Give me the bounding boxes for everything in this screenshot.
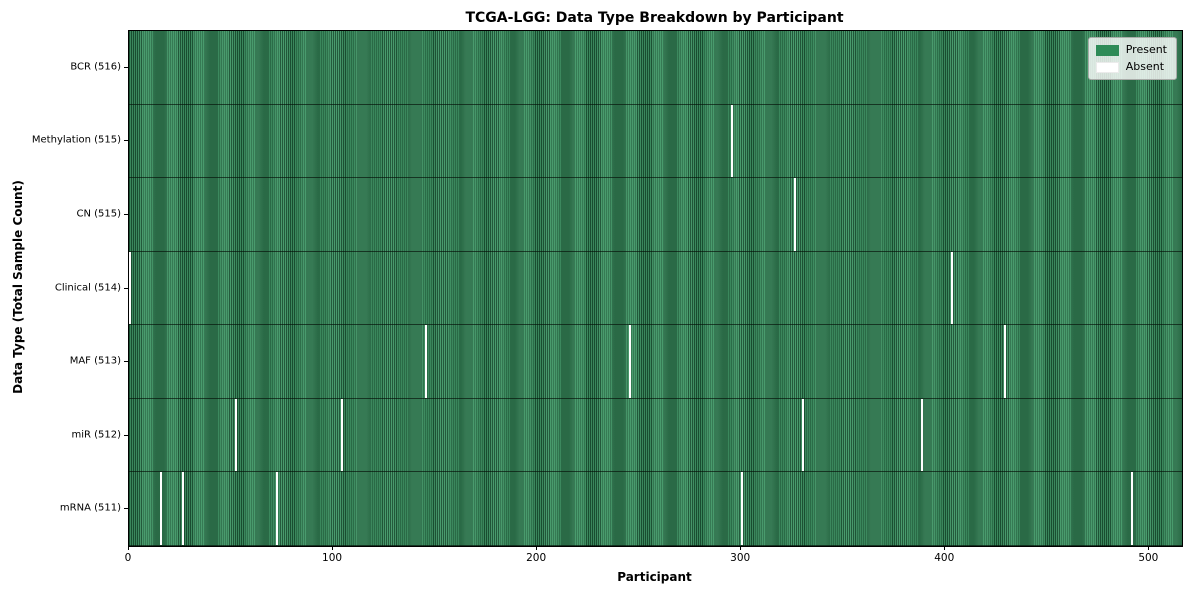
absent-mark [182, 472, 185, 546]
y-tick-label-methylation: Methylation (515) [31, 134, 121, 146]
absent-mark [341, 398, 344, 472]
heatmap-row-bcr [129, 31, 1182, 105]
y-tick-mark [124, 213, 128, 215]
y-tick-label-mir: miR (512) [71, 429, 121, 441]
x-tick-mark [332, 546, 334, 550]
absent-mark [741, 472, 744, 546]
absent-mark [802, 398, 805, 472]
x-tick-mark [944, 546, 946, 550]
x-tick-label-400: 400 [934, 552, 955, 564]
y-axis-tick-labels: BCR (516) Methylation (515) CN (515) Clinic… [0, 30, 121, 545]
absent-mark [235, 398, 238, 472]
legend-absent-label: Absent [1125, 60, 1165, 73]
x-tick-label-200: 200 [526, 552, 547, 564]
plot-area: Present Absent [128, 30, 1183, 547]
heatmap-row-mrna [129, 472, 1182, 547]
y-tick-mark [124, 508, 128, 510]
y-tick-label-cn: CN (515) [76, 208, 121, 220]
x-axis-ticks: 0 100 200 300 400 500 [124, 545, 1181, 575]
heatmap-row-methylation [129, 104, 1182, 179]
legend-item-absent: Absent [1095, 60, 1167, 73]
y-tick-label-mrna: mRNA (511) [59, 502, 121, 514]
legend-present-label: Present [1125, 43, 1167, 56]
y-tick-mark [124, 287, 128, 289]
x-tick-mark [128, 546, 129, 550]
heatmap-row-mir [129, 398, 1182, 473]
y-tick-mark [124, 434, 128, 436]
y-tick-label-maf: MAF (513) [69, 355, 121, 367]
absent-mark [628, 325, 631, 398]
y-tick-label-bcr: BCR (516) [70, 61, 121, 73]
absent-mark [1130, 472, 1133, 546]
absent-mark [951, 251, 954, 325]
absent-mark [424, 325, 427, 398]
absent-mark [731, 104, 733, 178]
absent-mark [129, 251, 131, 325]
x-tick-label-100: 100 [322, 552, 343, 564]
y-tick-label-clinical: Clinical (514) [54, 282, 121, 293]
y-tick-mark [124, 361, 128, 363]
legend-item-present: Present [1095, 43, 1167, 56]
x-tick-mark [740, 546, 742, 550]
x-axis-label: Participant [617, 570, 692, 584]
y-tick-mark [124, 140, 128, 142]
heatmap-row-cn [129, 178, 1182, 252]
heatmap-row-maf [129, 325, 1182, 399]
legend-absent-swatch [1095, 61, 1119, 73]
x-tick-label-500: 500 [1138, 552, 1159, 564]
x-tick-label-300: 300 [730, 552, 751, 564]
absent-mark [920, 398, 923, 472]
chart-title: TCGA-LGG: Data Type Breakdown by Partici… [465, 10, 844, 26]
x-tick-mark [1148, 546, 1150, 550]
legend-present-swatch [1095, 44, 1119, 56]
absent-mark [794, 178, 797, 251]
absent-mark [275, 472, 278, 546]
legend: Present Absent [1087, 37, 1177, 80]
x-tick-mark [536, 546, 538, 550]
x-tick-label-0: 0 [124, 552, 132, 564]
y-tick-mark [124, 66, 128, 68]
absent-mark [1004, 325, 1007, 398]
absent-mark [159, 472, 162, 546]
heatmap-row-clinical [129, 251, 1182, 326]
